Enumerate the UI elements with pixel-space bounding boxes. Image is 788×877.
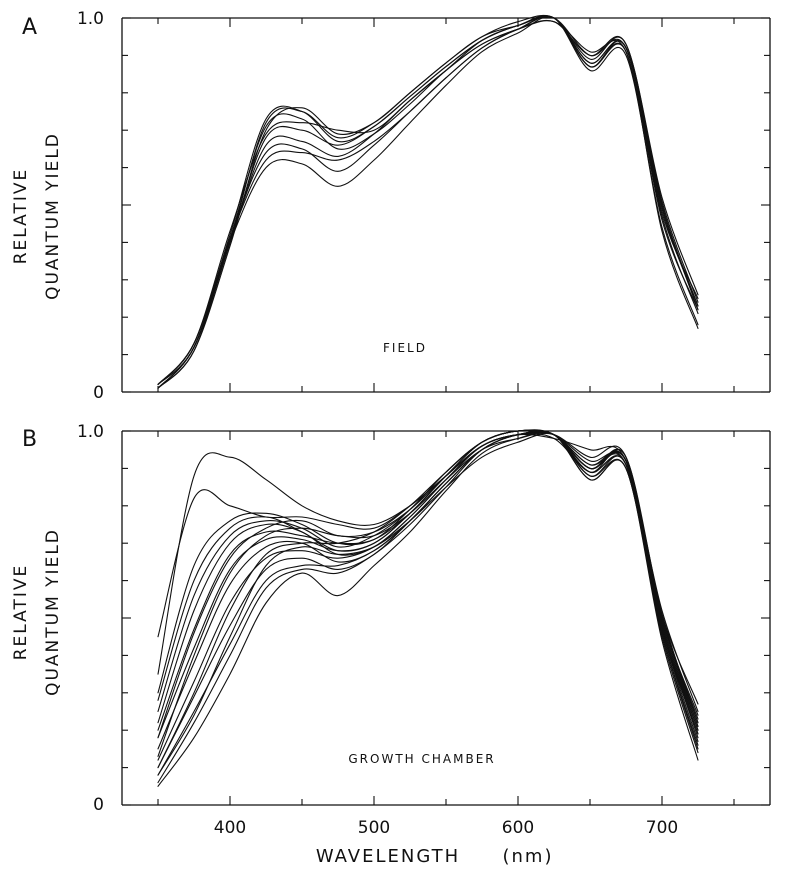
panel-b-xtick-labels: 400 500 600 700 [214,818,678,838]
panel-b: B RELATIVE QUANTUM YIELD 1.0 0 GROWTH CH… [11,422,771,867]
panel-a-series-line-9 [157,16,699,389]
panel-b-curves [157,429,699,787]
panel-a-series-line-2 [157,15,699,386]
panel-b-ytick-label-top: 1.0 [77,422,104,442]
panel-a-letter: A [22,15,37,40]
x-tick-label-600: 600 [502,818,534,838]
panel-b-annotation: GROWTH CHAMBER [348,752,495,766]
panel-b-series-line-11 [157,430,699,769]
panel-b-ytick-label-zero: 0 [93,795,104,815]
x-axis-label: WAVELENGTH [316,846,460,867]
panel-a-series-line-6 [157,15,699,386]
panel-a-axes [121,17,771,393]
panel-b-series-line-5 [157,429,699,716]
panel-b-series-line-14 [157,431,699,787]
panel-b-series-line-15 [157,429,699,769]
panel-b-axes [121,430,771,806]
panel-a-ylabel-line2: QUANTUM YIELD [43,132,63,300]
panel-b-series-line-17 [157,432,699,757]
x-axis-unit: (nm) [503,846,554,867]
x-tick-label-400: 400 [214,818,246,838]
panel-b-series-line-3 [157,429,699,705]
panel-b-letter: B [22,427,37,452]
panel-b-series-line-1 [157,433,699,713]
panel-a-annotation: FIELD [383,341,427,355]
panel-a-series-line-8 [157,15,699,386]
panel-b-series-line-12 [157,431,699,776]
panel-a-curves [157,14,699,389]
panel-a-ytick-label-top: 1.0 [77,9,104,29]
x-tick-label-700: 700 [646,818,678,838]
panel-a-ylabel-line1: RELATIVE [11,168,31,265]
panel-b-series-line-8 [157,429,699,739]
panel-b-series-line-13 [157,430,699,784]
panel-b-series-line-18 [157,432,699,776]
panel-b-series-line-10 [157,430,699,761]
panel-b-ylabel-line1: RELATIVE [11,564,31,661]
panel-b-series-line-6 [157,431,699,728]
panel-b-series-line-9 [157,430,699,750]
panel-b-series-line-2 [157,432,699,724]
x-tick-label-500: 500 [358,818,390,838]
panel-b-series-line-7 [157,429,699,735]
panel-b-series-line-4 [157,429,699,731]
panel-a-series-line-10 [157,19,699,386]
panel-b-series-line-16 [157,433,699,739]
panel-b-ylabel-line2: QUANTUM YIELD [43,528,63,696]
panel-a-ytick-label-zero: 0 [93,383,104,403]
panel-a: A RELATIVE QUANTUM YIELD 1.0 0 FIELD [11,9,771,403]
